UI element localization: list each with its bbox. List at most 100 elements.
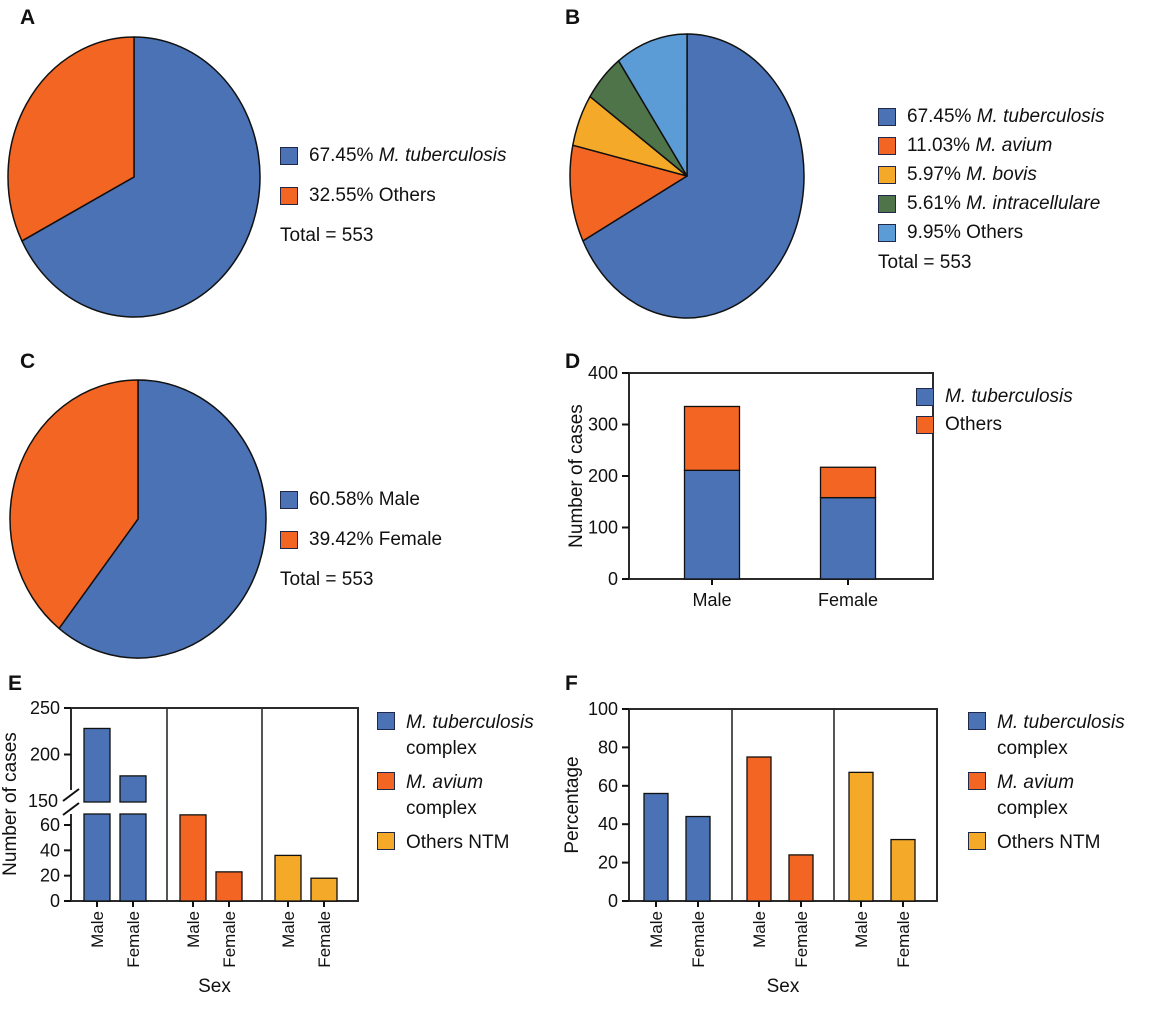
legend-label: M. avium complex	[997, 772, 1075, 819]
svg-text:60: 60	[598, 776, 618, 796]
panel-d: D 0 100 200 300 400 Number of cases Male Female…	[560, 340, 1164, 680]
svg-text:40: 40	[598, 814, 618, 834]
legend-label: Others NTM	[997, 832, 1101, 853]
legend-item: M. avium complex	[968, 770, 1125, 822]
svg-text:Female: Female	[818, 590, 878, 610]
svg-text:Female: Female	[220, 911, 239, 968]
svg-text:80: 80	[598, 737, 618, 757]
bar	[119, 813, 147, 902]
legend-item: 67.45% M. tuberculosis	[878, 106, 1105, 128]
bar	[683, 405, 741, 471]
svg-text:Male: Male	[692, 590, 731, 610]
legend-item: 5.97% M. bovis	[878, 164, 1105, 186]
legend-item: M. tuberculosis complex	[377, 710, 534, 762]
legend-item: 9.95% Others	[878, 222, 1105, 244]
legend-item: M. tuberculosis	[916, 386, 1073, 408]
legend-swatch	[280, 531, 298, 549]
legend-item: 11.03% M. avium	[878, 135, 1105, 157]
legend-swatch	[968, 712, 986, 730]
svg-text:400: 400	[588, 363, 618, 383]
panel-d-label: D	[565, 350, 581, 373]
legend-label: 5.61% M. intracellulare	[907, 193, 1101, 214]
panel-f: F 0 20 40 60 80 100 Percentage Male Female Male Fe…	[560, 672, 1164, 1024]
legend-item: 5.61% M. intracellulare	[878, 193, 1105, 215]
svg-text:Male: Male	[279, 911, 298, 948]
legend-item: M. tuberculosis complex	[968, 710, 1125, 762]
pie-slice	[21, 36, 261, 318]
legend-item: 32.55% Others	[280, 185, 507, 207]
svg-text:Sex: Sex	[767, 976, 800, 997]
legend-label: M. tuberculosis	[945, 386, 1073, 407]
bar	[746, 756, 772, 902]
svg-text:Female: Female	[894, 911, 913, 968]
bar	[819, 466, 877, 499]
legend-a: 67.45% M. tuberculosis 32.55% Others Total…	[280, 145, 507, 247]
svg-text:200: 200	[30, 745, 60, 765]
legend-swatch	[878, 108, 896, 126]
legend-swatch	[878, 224, 896, 242]
legend-item: Others NTM	[377, 830, 534, 856]
svg-text:Sex: Sex	[198, 976, 231, 997]
legend-label: 32.55% Others	[309, 185, 436, 206]
legend-swatch	[878, 166, 896, 184]
svg-text:Male: Male	[647, 911, 666, 948]
svg-text:0: 0	[50, 891, 60, 911]
legend-swatch	[916, 388, 934, 406]
legend-e: M. tuberculosis complex M. avium complex Oth…	[377, 710, 534, 864]
pie-slices	[569, 33, 805, 319]
pie-slice	[617, 33, 688, 177]
bar	[310, 877, 338, 902]
legend-swatch	[280, 147, 298, 165]
legend-label: 11.03% M. avium	[907, 135, 1053, 156]
svg-text:20: 20	[598, 853, 618, 873]
legend-swatch	[968, 772, 986, 790]
svg-text:Number of cases: Number of cases	[566, 404, 587, 548]
panel-b: B 67.45% M. tuberculosis 11.03% M. avium 5…	[560, 0, 1164, 340]
bar	[119, 775, 147, 803]
legend-swatch	[916, 416, 934, 434]
legend-item: 39.42% Female	[280, 529, 442, 551]
svg-text:Female: Female	[792, 911, 811, 968]
legend-item: Others NTM	[968, 830, 1125, 856]
pie-species-detailed	[569, 33, 805, 319]
legend-label: M. tuberculosis complex	[406, 712, 534, 759]
svg-text:Female: Female	[689, 911, 708, 968]
total-label: Total = 553	[280, 569, 374, 590]
svg-text:Female: Female	[315, 911, 334, 968]
legend-item: 67.45% M. tuberculosis	[280, 145, 507, 167]
legend-label: 67.45% M. tuberculosis	[907, 106, 1105, 127]
legend-swatch	[968, 832, 986, 850]
panel-f-label: F	[565, 672, 578, 695]
panel-c-label: C	[20, 350, 36, 373]
legend-b: 67.45% M. tuberculosis 11.03% M. avium 5.9…	[878, 106, 1105, 274]
legend-c: 60.58% Male 39.42% Female Total = 553	[280, 489, 442, 591]
legend-item: M. avium complex	[377, 770, 534, 822]
legend-label: M. avium complex	[406, 772, 484, 819]
svg-text:Male: Male	[88, 911, 107, 948]
bar	[683, 469, 741, 580]
legend-item: 60.58% Male	[280, 489, 442, 511]
panel-e-label: E	[8, 672, 23, 695]
legend-label: 67.45% M. tuberculosis	[309, 145, 507, 166]
pie-slice	[9, 379, 139, 630]
legend-label: 9.95% Others	[907, 222, 1024, 243]
legend-label: Others NTM	[406, 832, 510, 853]
total-label: Total = 553	[280, 225, 374, 246]
bar	[848, 771, 874, 902]
panel-a: A 67.45% M. tuberculosis 32.55% Others Tot…	[0, 0, 560, 340]
bar	[819, 496, 877, 580]
svg-text:Male: Male	[852, 911, 871, 948]
legend-label: M. tuberculosis complex	[997, 712, 1125, 759]
bar	[83, 727, 111, 803]
panel-c: C 60.58% Male 39.42% Female Total = 553	[0, 340, 560, 680]
svg-text:0: 0	[608, 891, 618, 911]
legend-label: 39.42% Female	[309, 529, 443, 550]
total-label: Total = 553	[878, 252, 972, 273]
svg-text:Male: Male	[184, 911, 203, 948]
legend-swatch	[878, 137, 896, 155]
bar	[83, 813, 111, 902]
panel-b-label: B	[565, 6, 581, 29]
svg-text:150: 150	[28, 791, 58, 811]
panel-e: E 0 20 40 60 200 250 150 Number of cases Male Fem…	[0, 672, 560, 1024]
